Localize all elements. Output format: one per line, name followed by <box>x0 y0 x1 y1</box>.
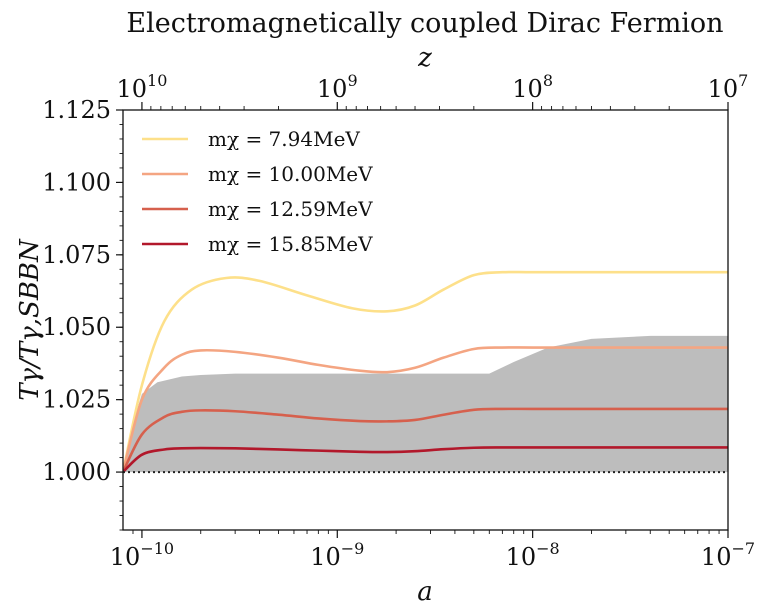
x-tick-label: 10−10 <box>110 539 174 571</box>
top-x-axis-label: z <box>417 43 432 73</box>
y-tick-label: 1.075 <box>42 241 111 269</box>
x-tick-label: 10−7 <box>701 539 755 571</box>
legend-label-3: mχ = 12.59MeV <box>208 197 373 221</box>
series-line-2 <box>123 346 728 473</box>
y-tick-label: 1.050 <box>42 313 111 341</box>
y-axis-label: Tγ/Tγ,SBBN <box>15 238 45 401</box>
uncertainty-band <box>123 335 728 473</box>
legend: mχ = 7.94MeV mχ = 10.00MeV mχ = 12.59MeV mχ… <box>142 127 373 256</box>
y-tick-label: 1.000 <box>42 458 111 486</box>
legend-label-2: mχ = 10.00MeV <box>208 162 373 186</box>
top-tick-label: 108 <box>512 71 553 103</box>
series-line-4 <box>123 446 728 474</box>
legend-label-1: mχ = 7.94MeV <box>208 127 360 151</box>
x-axis-label: a <box>417 577 433 607</box>
y-tick-label: 1.025 <box>42 386 111 414</box>
plot-frame <box>122 109 729 531</box>
chart-title: Electromagnetically coupled Dirac Fermio… <box>126 8 723 39</box>
plot-area <box>123 270 728 474</box>
y-tick-label: 1.125 <box>42 96 111 124</box>
top-tick-label: 109 <box>317 71 358 103</box>
y-tick-label: 1.100 <box>42 168 111 196</box>
x-tick-label: 10−8 <box>506 539 560 571</box>
axes: 1.000 1.025 1.050 1.075 1.100 1.125 10−10 10−9 1… <box>42 71 755 571</box>
x-tick-label: 10−9 <box>310 539 364 571</box>
series-line-1 <box>123 270 728 473</box>
series-line-3 <box>123 407 728 473</box>
legend-label-4: mχ = 15.85MeV <box>208 232 373 256</box>
top-tick-label: 1010 <box>116 71 167 103</box>
top-tick-label: 107 <box>708 71 749 103</box>
